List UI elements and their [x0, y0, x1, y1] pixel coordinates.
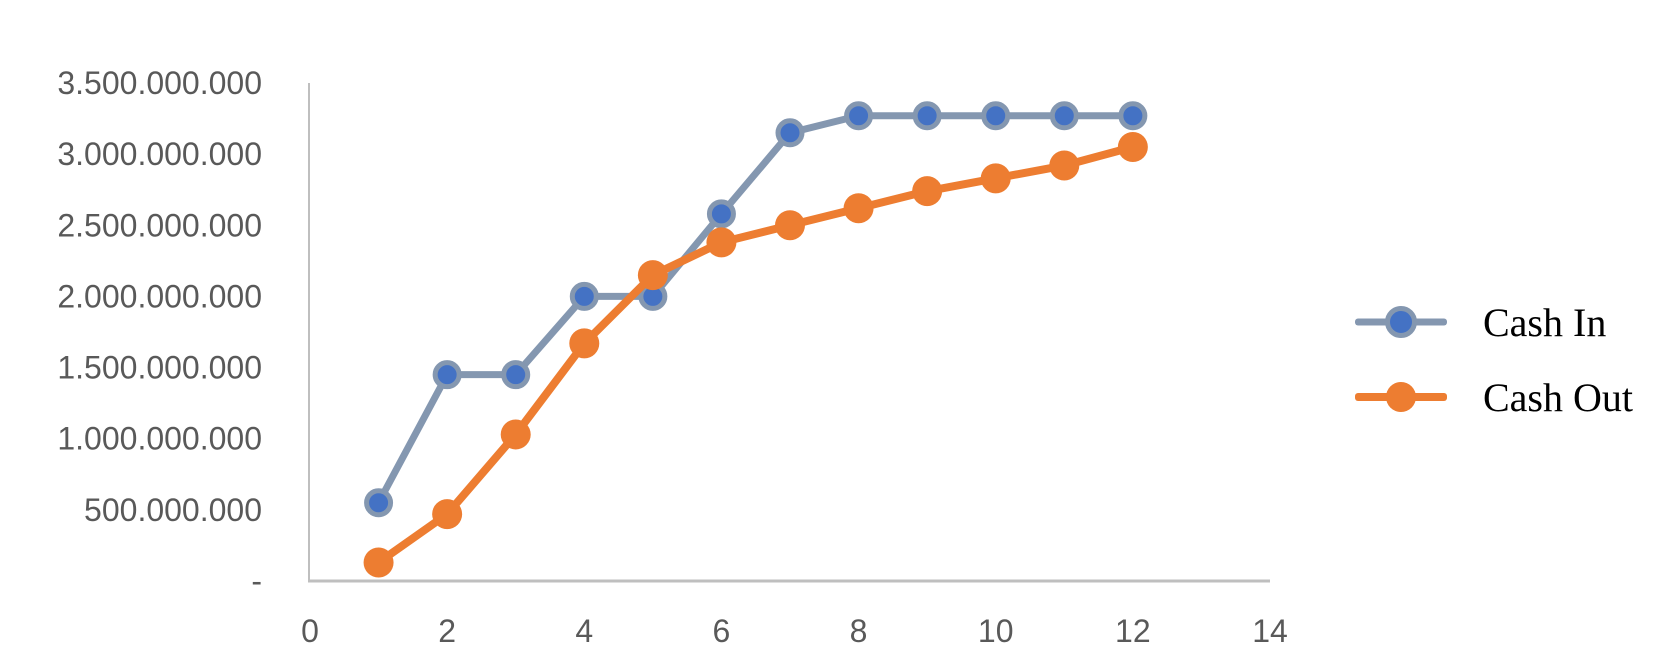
- legend-label-cash-out: Cash Out: [1483, 374, 1633, 420]
- x-axis-tick-label: 12: [1115, 613, 1151, 649]
- y-axis-tick-label: 3.000.000.000: [57, 136, 262, 172]
- y-axis-tick-label: 3.500.000.000: [57, 65, 262, 101]
- cash-out-marker-4: [569, 328, 600, 359]
- y-axis-tick-label: 1.500.000.000: [57, 350, 262, 386]
- cash-out-marker-5: [637, 260, 668, 291]
- cash-in-marker-8: [844, 101, 874, 131]
- x-axis-tick-label: 2: [438, 613, 456, 649]
- cash-out-marker-6: [706, 227, 737, 258]
- x-axis-tick-label: 4: [575, 613, 593, 649]
- y-axis-tick-label: 2.500.000.000: [57, 207, 262, 243]
- y-axis-tick-label: 2.000.000.000: [57, 278, 262, 314]
- cash-in-marker-3: [501, 360, 531, 390]
- cash-out-marker-icon: [1386, 382, 1416, 412]
- cash-out-marker-11: [1049, 150, 1080, 181]
- y-axis-tick-label: 1.000.000.000: [57, 421, 262, 457]
- cash-out-marker-1: [363, 547, 394, 578]
- x-axis-tick-label: 6: [713, 613, 731, 649]
- cash-out-legend-swatch: [1355, 373, 1447, 421]
- cash-out-marker-8: [843, 193, 874, 224]
- x-axis-tick-label: 10: [978, 613, 1014, 649]
- cash-in-marker-10: [981, 101, 1011, 131]
- cash-out-marker-7: [775, 210, 805, 241]
- x-axis-tick-label: 0: [301, 613, 319, 649]
- cash-out-marker-2: [432, 499, 463, 530]
- y-axis-tick-label: -: [251, 563, 262, 599]
- cash-in-marker-2: [432, 360, 462, 390]
- x-axis-tick-label: 8: [850, 613, 868, 649]
- cash-in-marker-6: [706, 199, 736, 229]
- cash-in-marker-12: [1118, 101, 1148, 131]
- cash-in-marker-4: [569, 281, 599, 311]
- legend-item-cash-in: Cash In: [1355, 298, 1606, 346]
- cash-in-marker-11: [1049, 101, 1079, 131]
- cash-out-marker-12: [1117, 132, 1148, 163]
- x-axis-tick-label: 14: [1252, 613, 1288, 649]
- legend-label-cash-in: Cash In: [1483, 299, 1607, 345]
- cash-out-marker-3: [500, 419, 531, 450]
- y-axis-tick-label: 500.000.000: [84, 492, 262, 528]
- cash-in-marker-7: [775, 118, 805, 148]
- cash-in-legend-swatch: [1355, 298, 1447, 346]
- cash-in-marker-icon: [1385, 306, 1417, 338]
- cash-in-marker-1: [364, 488, 394, 518]
- cash-out-marker-10: [980, 163, 1011, 194]
- cash-in-marker-9: [912, 101, 942, 131]
- cash-out-line: [374, 143, 1137, 567]
- cash-out-marker-9: [912, 176, 943, 207]
- legend-item-cash-out: Cash Out: [1355, 373, 1633, 421]
